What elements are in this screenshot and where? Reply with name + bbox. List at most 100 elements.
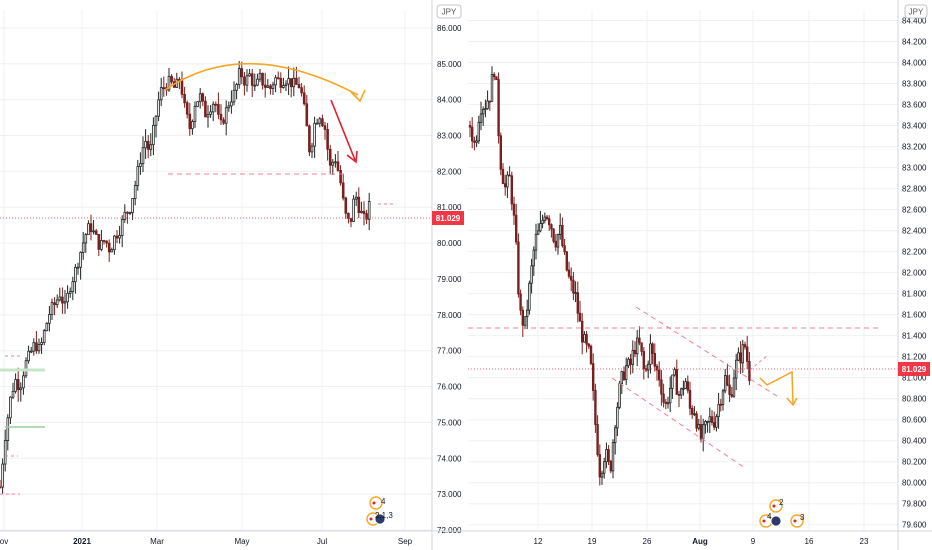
candle-body [24, 360, 28, 377]
x-tick-label: Aug [692, 537, 708, 546]
candle-body [728, 384, 731, 395]
right-price-axis[interactable]: 84.400 84.200 84.000 83.800 83.600 83.400 83.2… [902, 17, 927, 530]
red-down-arrow[interactable] [330, 99, 356, 161]
candle-body [326, 129, 329, 150]
left-badge-text: 81.029 [436, 214, 461, 223]
event-icon[interactable] [790, 514, 804, 528]
candle-body [627, 358, 630, 367]
candle-body [640, 342, 643, 352]
candle-body [479, 113, 483, 123]
y-tick-label: 81.000 [902, 374, 927, 383]
y-tick-label: 84.000 [437, 96, 462, 105]
candle-body [149, 144, 153, 150]
left-currency-text: JPY [442, 8, 457, 17]
candle-body [567, 269, 571, 277]
candle-body [344, 197, 348, 214]
channel-upper-dashed[interactable] [635, 306, 781, 399]
candle-body [323, 125, 327, 130]
x-tick-label: 12 [534, 537, 543, 546]
y-tick-label: 80.000 [902, 479, 927, 488]
candle-body [484, 108, 487, 111]
candle-body [269, 85, 272, 89]
y-tick-label: 79.800 [902, 500, 927, 509]
candle-body [686, 381, 690, 391]
candle-body [541, 219, 544, 224]
event-icon[interactable] [369, 496, 383, 510]
right-currency-label[interactable]: JPY [904, 4, 928, 19]
x-tick-label: 2021 [73, 537, 91, 546]
candle-body [664, 401, 668, 404]
arc-drawing[interactable] [164, 62, 359, 96]
left-time-axis[interactable]: ov 2021 Mar May Jul Sep [0, 537, 413, 546]
candle-body [651, 343, 654, 354]
y-tick-label: 83.200 [902, 143, 927, 152]
projection-drawing[interactable] [759, 370, 794, 405]
candle-body [721, 390, 725, 406]
candle-body [581, 320, 584, 343]
left-currency-label[interactable]: JPY [436, 4, 462, 19]
y-tick-label: 82.800 [902, 185, 927, 194]
candle-body [625, 365, 628, 380]
left-price-axis[interactable]: 86.000 85.000 84.000 83.000 82.000 81.000 80.0… [437, 24, 462, 535]
candle-body [556, 234, 560, 248]
y-tick-label: 82.000 [437, 167, 462, 176]
candle-body [708, 416, 712, 422]
candle-body [334, 161, 337, 164]
candle-body [19, 387, 23, 391]
candle-body [578, 312, 582, 322]
left-drawings [0, 62, 432, 495]
candle-body [682, 387, 685, 390]
right-event-badges[interactable]: 2 4 3 [759, 498, 805, 528]
channel-short-dashed[interactable] [749, 354, 769, 371]
candle-body [222, 119, 225, 124]
candle-body [237, 68, 241, 85]
candle-body [89, 223, 93, 233]
x-tick-label: 23 [860, 537, 869, 546]
candle-body [497, 79, 500, 137]
left-currency-box [436, 4, 462, 19]
candle-body [3, 440, 7, 465]
candle-body [354, 196, 358, 200]
candle-body [113, 235, 116, 251]
y-tick-label: 75.000 [437, 418, 462, 427]
candle-body [92, 230, 95, 233]
candle-body [224, 107, 228, 124]
event-icon[interactable] [769, 499, 783, 513]
candle-body [710, 416, 714, 423]
candle-body [162, 87, 166, 90]
event-flag-icon[interactable] [770, 515, 782, 527]
candle-body [743, 344, 747, 348]
candle-body [605, 449, 608, 463]
candle-body [470, 126, 474, 142]
candle-body [243, 76, 246, 86]
candle-body [35, 342, 38, 352]
candle-body [284, 83, 288, 86]
candle-body [539, 223, 542, 232]
candle-body [14, 379, 17, 392]
candle-body [732, 377, 736, 397]
candle-body [486, 100, 489, 110]
candle-body [554, 240, 558, 248]
candle-body [488, 100, 492, 103]
candle-body [693, 413, 696, 416]
right-last-price-badge: 81.029 [898, 362, 930, 376]
y-tick-label: 83.000 [902, 164, 927, 173]
right-time-axis[interactable]: 12 19 26 Aug 9 16 23 [534, 537, 869, 546]
y-tick-label: 80.000 [437, 239, 462, 248]
candle-body [139, 163, 142, 167]
candle-body [519, 293, 522, 311]
y-tick-label: 73.000 [437, 490, 462, 499]
right-currency-box [904, 4, 928, 19]
event-dot-icon [772, 504, 776, 508]
candle-body [206, 113, 210, 118]
candle-body [313, 122, 316, 147]
candle-body [97, 233, 101, 250]
y-tick-label: 82.000 [902, 269, 927, 278]
candle-body [512, 203, 516, 216]
left-grid [0, 10, 432, 531]
right-candles [468, 66, 751, 486]
candle-body [543, 216, 547, 221]
event-flag-icon[interactable] [374, 513, 386, 525]
left-event-badges[interactable]: 4 2,1,3 [366, 496, 393, 526]
